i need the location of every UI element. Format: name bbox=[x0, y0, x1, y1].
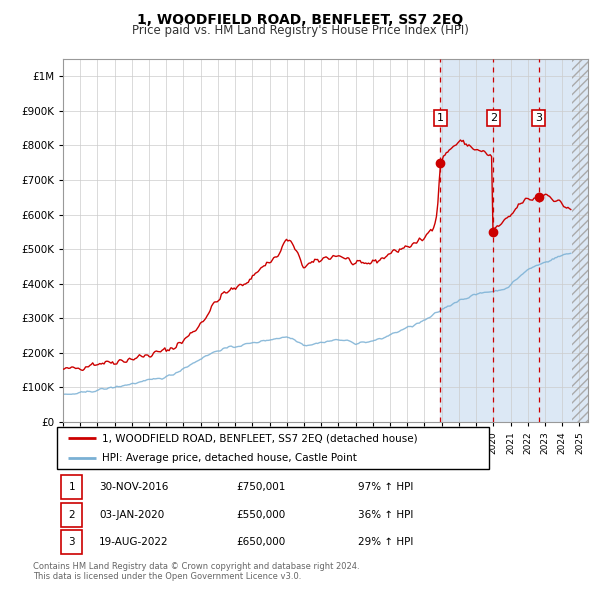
Bar bbox=[572, 59, 588, 422]
Text: Price paid vs. HM Land Registry's House Price Index (HPI): Price paid vs. HM Land Registry's House … bbox=[131, 24, 469, 37]
Text: £750,001: £750,001 bbox=[236, 483, 286, 493]
FancyBboxPatch shape bbox=[61, 476, 82, 499]
Text: HPI: Average price, detached house, Castle Point: HPI: Average price, detached house, Cast… bbox=[103, 454, 357, 463]
Text: 30-NOV-2016: 30-NOV-2016 bbox=[99, 483, 169, 493]
Text: 19-AUG-2022: 19-AUG-2022 bbox=[99, 537, 169, 547]
Text: 2: 2 bbox=[490, 113, 497, 123]
Text: £550,000: £550,000 bbox=[236, 510, 286, 520]
Text: 1, WOODFIELD ROAD, BENFLEET, SS7 2EQ: 1, WOODFIELD ROAD, BENFLEET, SS7 2EQ bbox=[137, 13, 463, 27]
Text: 2: 2 bbox=[68, 510, 75, 520]
FancyBboxPatch shape bbox=[61, 530, 82, 554]
Text: 36% ↑ HPI: 36% ↑ HPI bbox=[358, 510, 413, 520]
Text: 3: 3 bbox=[68, 537, 75, 547]
Bar bbox=[572, 59, 588, 422]
Text: 3: 3 bbox=[535, 113, 542, 123]
Text: 29% ↑ HPI: 29% ↑ HPI bbox=[358, 537, 413, 547]
Text: 1: 1 bbox=[68, 483, 75, 493]
Text: Contains HM Land Registry data © Crown copyright and database right 2024.
This d: Contains HM Land Registry data © Crown c… bbox=[33, 562, 359, 581]
FancyBboxPatch shape bbox=[57, 427, 489, 469]
Bar bbox=[440, 59, 588, 422]
Text: 1: 1 bbox=[437, 113, 444, 123]
FancyBboxPatch shape bbox=[61, 503, 82, 527]
Text: 03-JAN-2020: 03-JAN-2020 bbox=[99, 510, 164, 520]
Text: 97% ↑ HPI: 97% ↑ HPI bbox=[358, 483, 413, 493]
Text: £650,000: £650,000 bbox=[236, 537, 286, 547]
Text: 1, WOODFIELD ROAD, BENFLEET, SS7 2EQ (detached house): 1, WOODFIELD ROAD, BENFLEET, SS7 2EQ (de… bbox=[103, 434, 418, 444]
